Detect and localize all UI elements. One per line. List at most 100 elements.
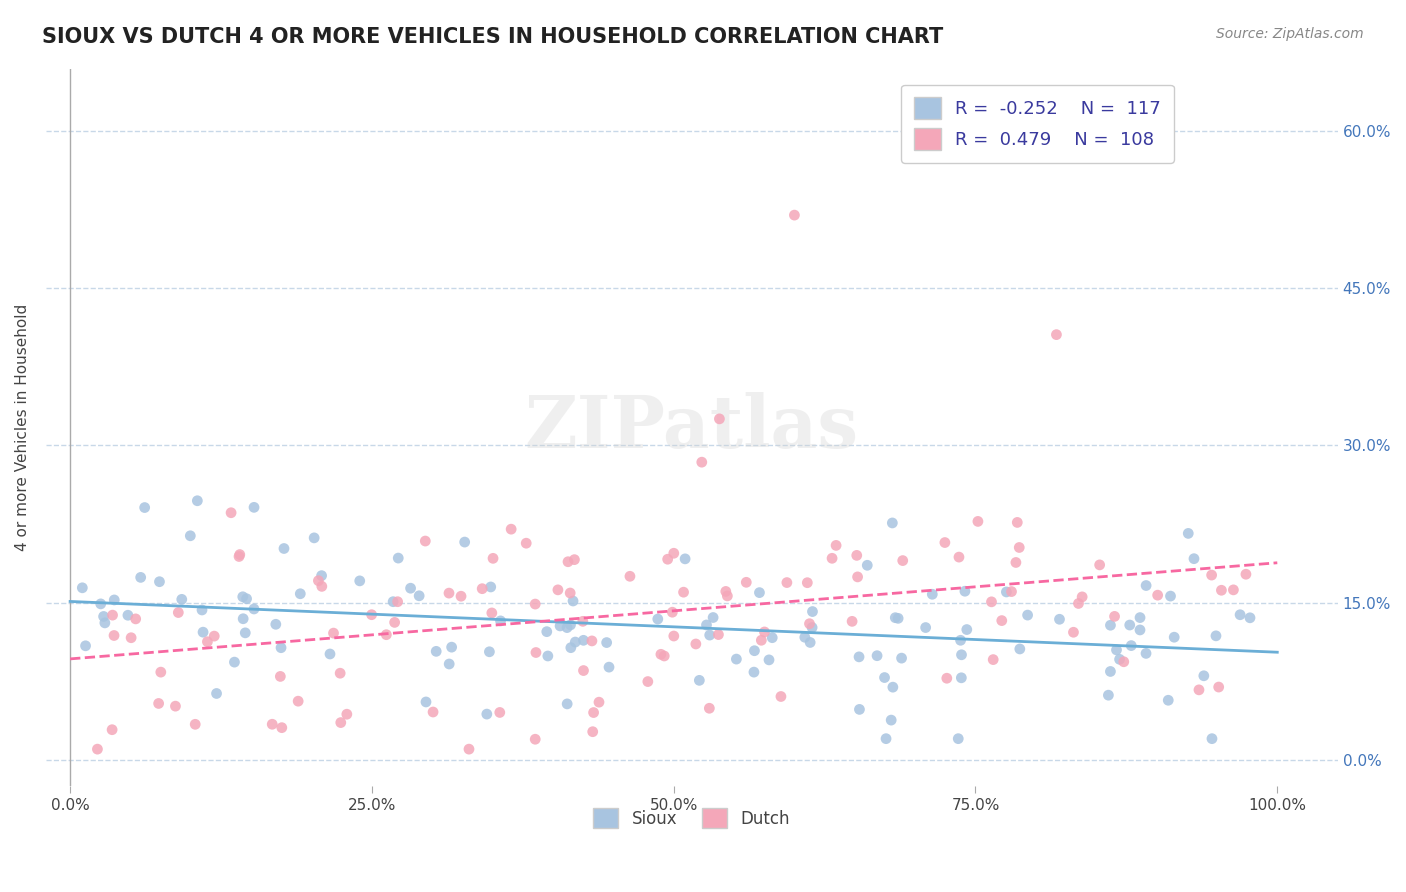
Point [311, 568, 333, 582]
Point [232, 590, 254, 604]
Point [197, 634, 219, 648]
Y-axis label: 4 or more Vehicles in Household: 4 or more Vehicles in Household [15, 303, 30, 550]
Point [179, 529, 201, 543]
Point [572, 633, 595, 648]
Point [307, 574, 329, 588]
Point [360, 607, 382, 622]
Point [302, 531, 325, 545]
Point [560, 640, 582, 655]
Point [856, 558, 879, 573]
Point [75, 639, 97, 653]
Point [458, 742, 481, 756]
Point [489, 614, 512, 628]
Point [1129, 623, 1152, 637]
Point [991, 614, 1014, 628]
Point [167, 606, 190, 620]
Point [1008, 541, 1031, 555]
Point [72, 581, 94, 595]
Point [148, 574, 170, 589]
Point [1071, 590, 1094, 604]
Point [1157, 693, 1180, 707]
Point [880, 713, 903, 727]
Point [524, 646, 547, 660]
Point [735, 575, 758, 590]
Point [103, 628, 125, 642]
Point [1062, 625, 1084, 640]
Point [799, 616, 821, 631]
Point [562, 594, 585, 608]
Point [652, 648, 675, 663]
Point [475, 707, 498, 722]
Point [232, 612, 254, 626]
Point [524, 732, 547, 747]
Point [967, 515, 990, 529]
Point [661, 605, 683, 619]
Point [1201, 568, 1223, 582]
Point [1099, 618, 1122, 632]
Point [165, 699, 187, 714]
Point [699, 701, 721, 715]
Point [202, 629, 225, 643]
Point [825, 538, 848, 552]
Point [425, 644, 447, 658]
Point [488, 706, 510, 720]
Point [437, 657, 460, 671]
Point [848, 649, 870, 664]
Point [1005, 556, 1028, 570]
Point [650, 648, 672, 662]
Point [841, 615, 863, 629]
Point [287, 694, 309, 708]
Point [714, 584, 737, 599]
Point [1135, 647, 1157, 661]
Point [134, 500, 156, 515]
Point [1104, 609, 1126, 624]
Point [956, 623, 979, 637]
Point [690, 455, 713, 469]
Point [537, 648, 560, 663]
Point [205, 686, 228, 700]
Point [229, 548, 252, 562]
Point [1121, 639, 1143, 653]
Point [560, 618, 582, 632]
Point [478, 645, 501, 659]
Point [1017, 608, 1039, 623]
Point [191, 625, 214, 640]
Point [761, 631, 783, 645]
Point [186, 493, 208, 508]
Point [382, 595, 405, 609]
Point [101, 608, 124, 623]
Point [1163, 630, 1185, 644]
Point [413, 534, 436, 549]
Point [845, 549, 868, 563]
Point [884, 610, 907, 624]
Point [453, 535, 475, 549]
Point [547, 582, 569, 597]
Point [725, 652, 748, 666]
Point [269, 669, 291, 683]
Point [801, 620, 824, 634]
Point [1201, 731, 1223, 746]
Point [1112, 655, 1135, 669]
Point [1097, 688, 1119, 702]
Point [1211, 583, 1233, 598]
Point [1099, 665, 1122, 679]
Point [598, 660, 620, 674]
Point [94, 615, 117, 630]
Point [1182, 551, 1205, 566]
Point [619, 569, 641, 583]
Point [387, 551, 409, 566]
Point [437, 586, 460, 600]
Legend: Sioux, Dutch: Sioux, Dutch [586, 801, 797, 835]
Point [793, 630, 815, 644]
Point [914, 621, 936, 635]
Point [582, 724, 605, 739]
Point [581, 634, 603, 648]
Point [524, 597, 547, 611]
Point [688, 673, 710, 688]
Point [450, 589, 472, 603]
Point [149, 665, 172, 680]
Point [384, 615, 406, 630]
Point [1000, 584, 1022, 599]
Point [582, 706, 605, 720]
Point [707, 627, 730, 641]
